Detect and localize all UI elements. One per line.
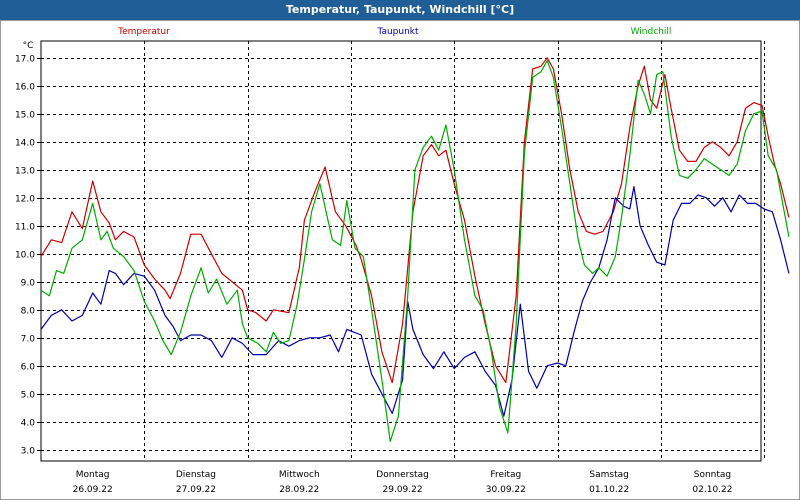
plot-area bbox=[40, 40, 762, 462]
chart-title-bar: Temperatur, Taupunkt, Windchill [°C] bbox=[0, 0, 800, 20]
series-line-temperatur bbox=[40, 57, 790, 384]
x-date-label: 26.09.22 bbox=[73, 485, 113, 495]
legend-taupunkt: Taupunkt bbox=[376, 27, 419, 37]
x-day-label: Freitag bbox=[490, 470, 521, 480]
x-day-label: Mittwoch bbox=[279, 470, 320, 480]
x-date-label: 01.10.22 bbox=[589, 485, 629, 495]
y-tick-label: 3.0 bbox=[21, 447, 36, 457]
x-date-label: 02.10.22 bbox=[692, 485, 732, 495]
y-tick-label: 9.0 bbox=[21, 279, 36, 289]
y-tick-label: 16.0 bbox=[15, 83, 35, 93]
chart-frame: 3.0 4.0 5.0 6.0 7.0 8.0 9.0 10.0 11.0 12.0 13.0 14.… bbox=[0, 20, 800, 500]
x-day-label: Samstag bbox=[589, 470, 628, 480]
y-tick-label: 14.0 bbox=[15, 139, 35, 149]
y-tick-label: 13.0 bbox=[15, 167, 35, 177]
y-tick-label: 8.0 bbox=[21, 307, 36, 317]
chart: 3.0 4.0 5.0 6.0 7.0 8.0 9.0 10.0 11.0 12.0 13.0 14.… bbox=[15, 27, 790, 495]
x-day-label: Sonntag bbox=[694, 470, 731, 480]
x-date-label: 28.09.22 bbox=[279, 485, 319, 495]
x-day-label: Montag bbox=[76, 470, 110, 480]
series-line-windchill bbox=[40, 60, 790, 442]
y-tick-label: 6.0 bbox=[21, 363, 36, 373]
x-day-label: Donnerstag bbox=[376, 470, 429, 480]
y-tick-label: 7.0 bbox=[21, 335, 36, 345]
legend-windchill: Windchill bbox=[631, 27, 672, 37]
y-tick-label: 4.0 bbox=[21, 419, 36, 429]
y-tick-label: 11.0 bbox=[15, 223, 35, 233]
y-tick-label: 17.0 bbox=[15, 55, 35, 65]
series-line-taupunkt bbox=[40, 186, 790, 417]
y-axis-label: °C bbox=[23, 41, 34, 51]
y-tick-label: 12.0 bbox=[15, 195, 35, 205]
y-tick-label: 10.0 bbox=[15, 251, 35, 261]
legend-temperatur: Temperatur bbox=[117, 27, 170, 37]
x-date-label: 29.09.22 bbox=[383, 485, 423, 495]
y-tick-label: 15.0 bbox=[15, 111, 35, 121]
chart-title: Temperatur, Taupunkt, Windchill [°C] bbox=[285, 3, 515, 16]
x-date-label: 30.09.22 bbox=[486, 485, 526, 495]
y-tick-label: 5.0 bbox=[21, 391, 36, 401]
x-date-label: 27.09.22 bbox=[176, 485, 216, 495]
x-day-label: Dienstag bbox=[176, 470, 216, 480]
